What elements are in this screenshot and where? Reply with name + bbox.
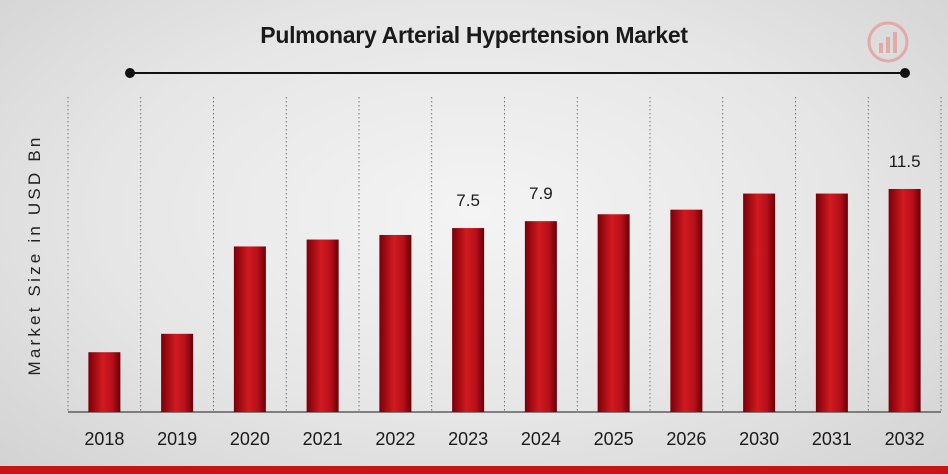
bar-2030 <box>743 193 776 412</box>
bar-2032 <box>888 188 921 412</box>
y-axis-label: Market Size in USD Bn <box>25 134 44 375</box>
x-tick-label: 2019 <box>157 429 197 449</box>
bar-2031 <box>815 193 848 412</box>
x-tick-label: 2025 <box>594 429 634 449</box>
data-label-2024: 7.9 <box>529 184 553 203</box>
x-tick-label: 2032 <box>885 429 925 449</box>
x-tick-label: 2023 <box>448 429 488 449</box>
x-tick-label: 2018 <box>84 429 124 449</box>
title-underline <box>125 68 910 78</box>
data-label-2032: 11.5 <box>889 152 921 171</box>
bar-2022 <box>379 234 412 412</box>
x-tick-label: 2026 <box>666 429 706 449</box>
bar-2020 <box>233 246 266 412</box>
bar-2023 <box>452 228 485 412</box>
bottom-accent-bar <box>0 466 948 474</box>
bar-2026 <box>670 209 703 412</box>
bar-2021 <box>306 239 339 412</box>
brand-logo-icon <box>867 21 909 63</box>
data-label-2023: 7.5 <box>456 191 480 210</box>
bar-2025 <box>597 214 630 412</box>
x-tick-label: 2022 <box>375 429 415 449</box>
bar-2018 <box>88 352 121 412</box>
chart-title: Pulmonary Arterial Hypertension Market <box>260 22 688 48</box>
x-tick-label: 2024 <box>521 429 561 449</box>
x-tick-label: 2030 <box>739 429 779 449</box>
bar-2024 <box>524 221 557 412</box>
x-tick-label: 2031 <box>812 429 852 449</box>
bar-2019 <box>161 333 194 412</box>
x-tick-label: 2020 <box>230 429 270 449</box>
x-tick-label: 2021 <box>303 429 343 449</box>
